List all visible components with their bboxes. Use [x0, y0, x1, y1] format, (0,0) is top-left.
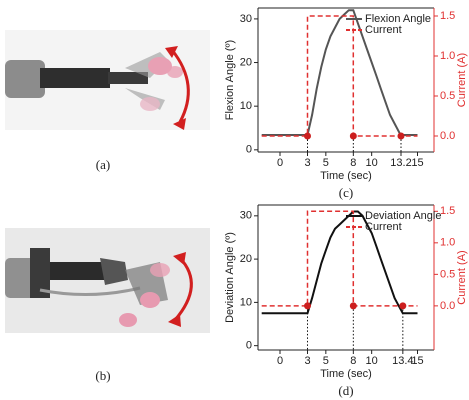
caption: (d) — [338, 383, 353, 398]
y2-tick-label: 1.5 — [440, 205, 455, 217]
x-tick-label: 5 — [323, 355, 329, 367]
y2-tick-label: 1.5 — [440, 10, 455, 22]
marker — [349, 302, 357, 310]
photo-a — [5, 30, 210, 130]
x-tick-label: 8 — [350, 355, 356, 367]
y2-tick-label: 1.0 — [440, 237, 455, 249]
legend-label: Current — [365, 221, 402, 233]
series-line — [261, 210, 418, 315]
series-line — [261, 210, 418, 307]
y2-tick-label: 0.0 — [440, 130, 455, 142]
y2-tick-label: 0.5 — [440, 90, 455, 102]
marker — [349, 132, 357, 140]
x-tick-label: 3 — [304, 157, 310, 169]
legend-label: Current — [365, 24, 402, 36]
y-tick-label: 30 — [240, 13, 252, 25]
x-tick-label: 5 — [323, 157, 329, 169]
marker — [397, 132, 405, 140]
y-tick-label: 30 — [240, 210, 252, 222]
panel-label: (b) — [95, 368, 110, 383]
x-tick-label: 13.4 — [392, 355, 413, 367]
x-tick-label: 15 — [411, 157, 423, 169]
y2-tick-label: 1.0 — [440, 50, 455, 62]
x-tick-label: 10 — [366, 157, 378, 169]
x-tick-label: 13.2 — [390, 157, 411, 169]
x-tick-label: 3 — [304, 355, 310, 367]
x-tick-label: 10 — [366, 355, 378, 367]
y-tick-label: 0 — [246, 144, 252, 156]
y2-axis-label: Current (A) — [456, 53, 468, 107]
y2-axis-label: Current (A) — [456, 250, 468, 304]
y-axis-label: Deviation Angle (º) — [224, 232, 236, 323]
marker — [304, 302, 311, 310]
x-tick-label: 15 — [411, 355, 423, 367]
marker — [399, 302, 407, 310]
series-line — [261, 9, 418, 136]
y2-tick-label: 0.5 — [440, 268, 455, 280]
legend-label: Deviation Angle — [365, 210, 441, 222]
y-tick-label: 10 — [240, 100, 252, 112]
y-tick-label: 0 — [246, 340, 252, 352]
y2-tick-label: 0.0 — [440, 300, 455, 312]
y-tick-label: 20 — [240, 56, 252, 68]
y-tick-label: 10 — [240, 296, 252, 308]
x-tick-label: 0 — [277, 157, 283, 169]
y-tick-label: 20 — [240, 253, 252, 265]
legend-label: Flexion Angle — [365, 13, 431, 25]
caption: (c) — [339, 185, 353, 200]
series-line — [261, 15, 418, 137]
x-tick-label: 0 — [277, 355, 283, 367]
x-tick-label: 8 — [350, 157, 356, 169]
marker — [304, 132, 311, 140]
photo-b — [5, 228, 210, 333]
y-axis-label: Flexion Angle (º) — [224, 40, 236, 120]
panel-label: (a) — [96, 157, 110, 172]
x-axis-label: Time (sec) — [320, 170, 372, 182]
x-axis-label: Time (sec) — [320, 368, 372, 380]
